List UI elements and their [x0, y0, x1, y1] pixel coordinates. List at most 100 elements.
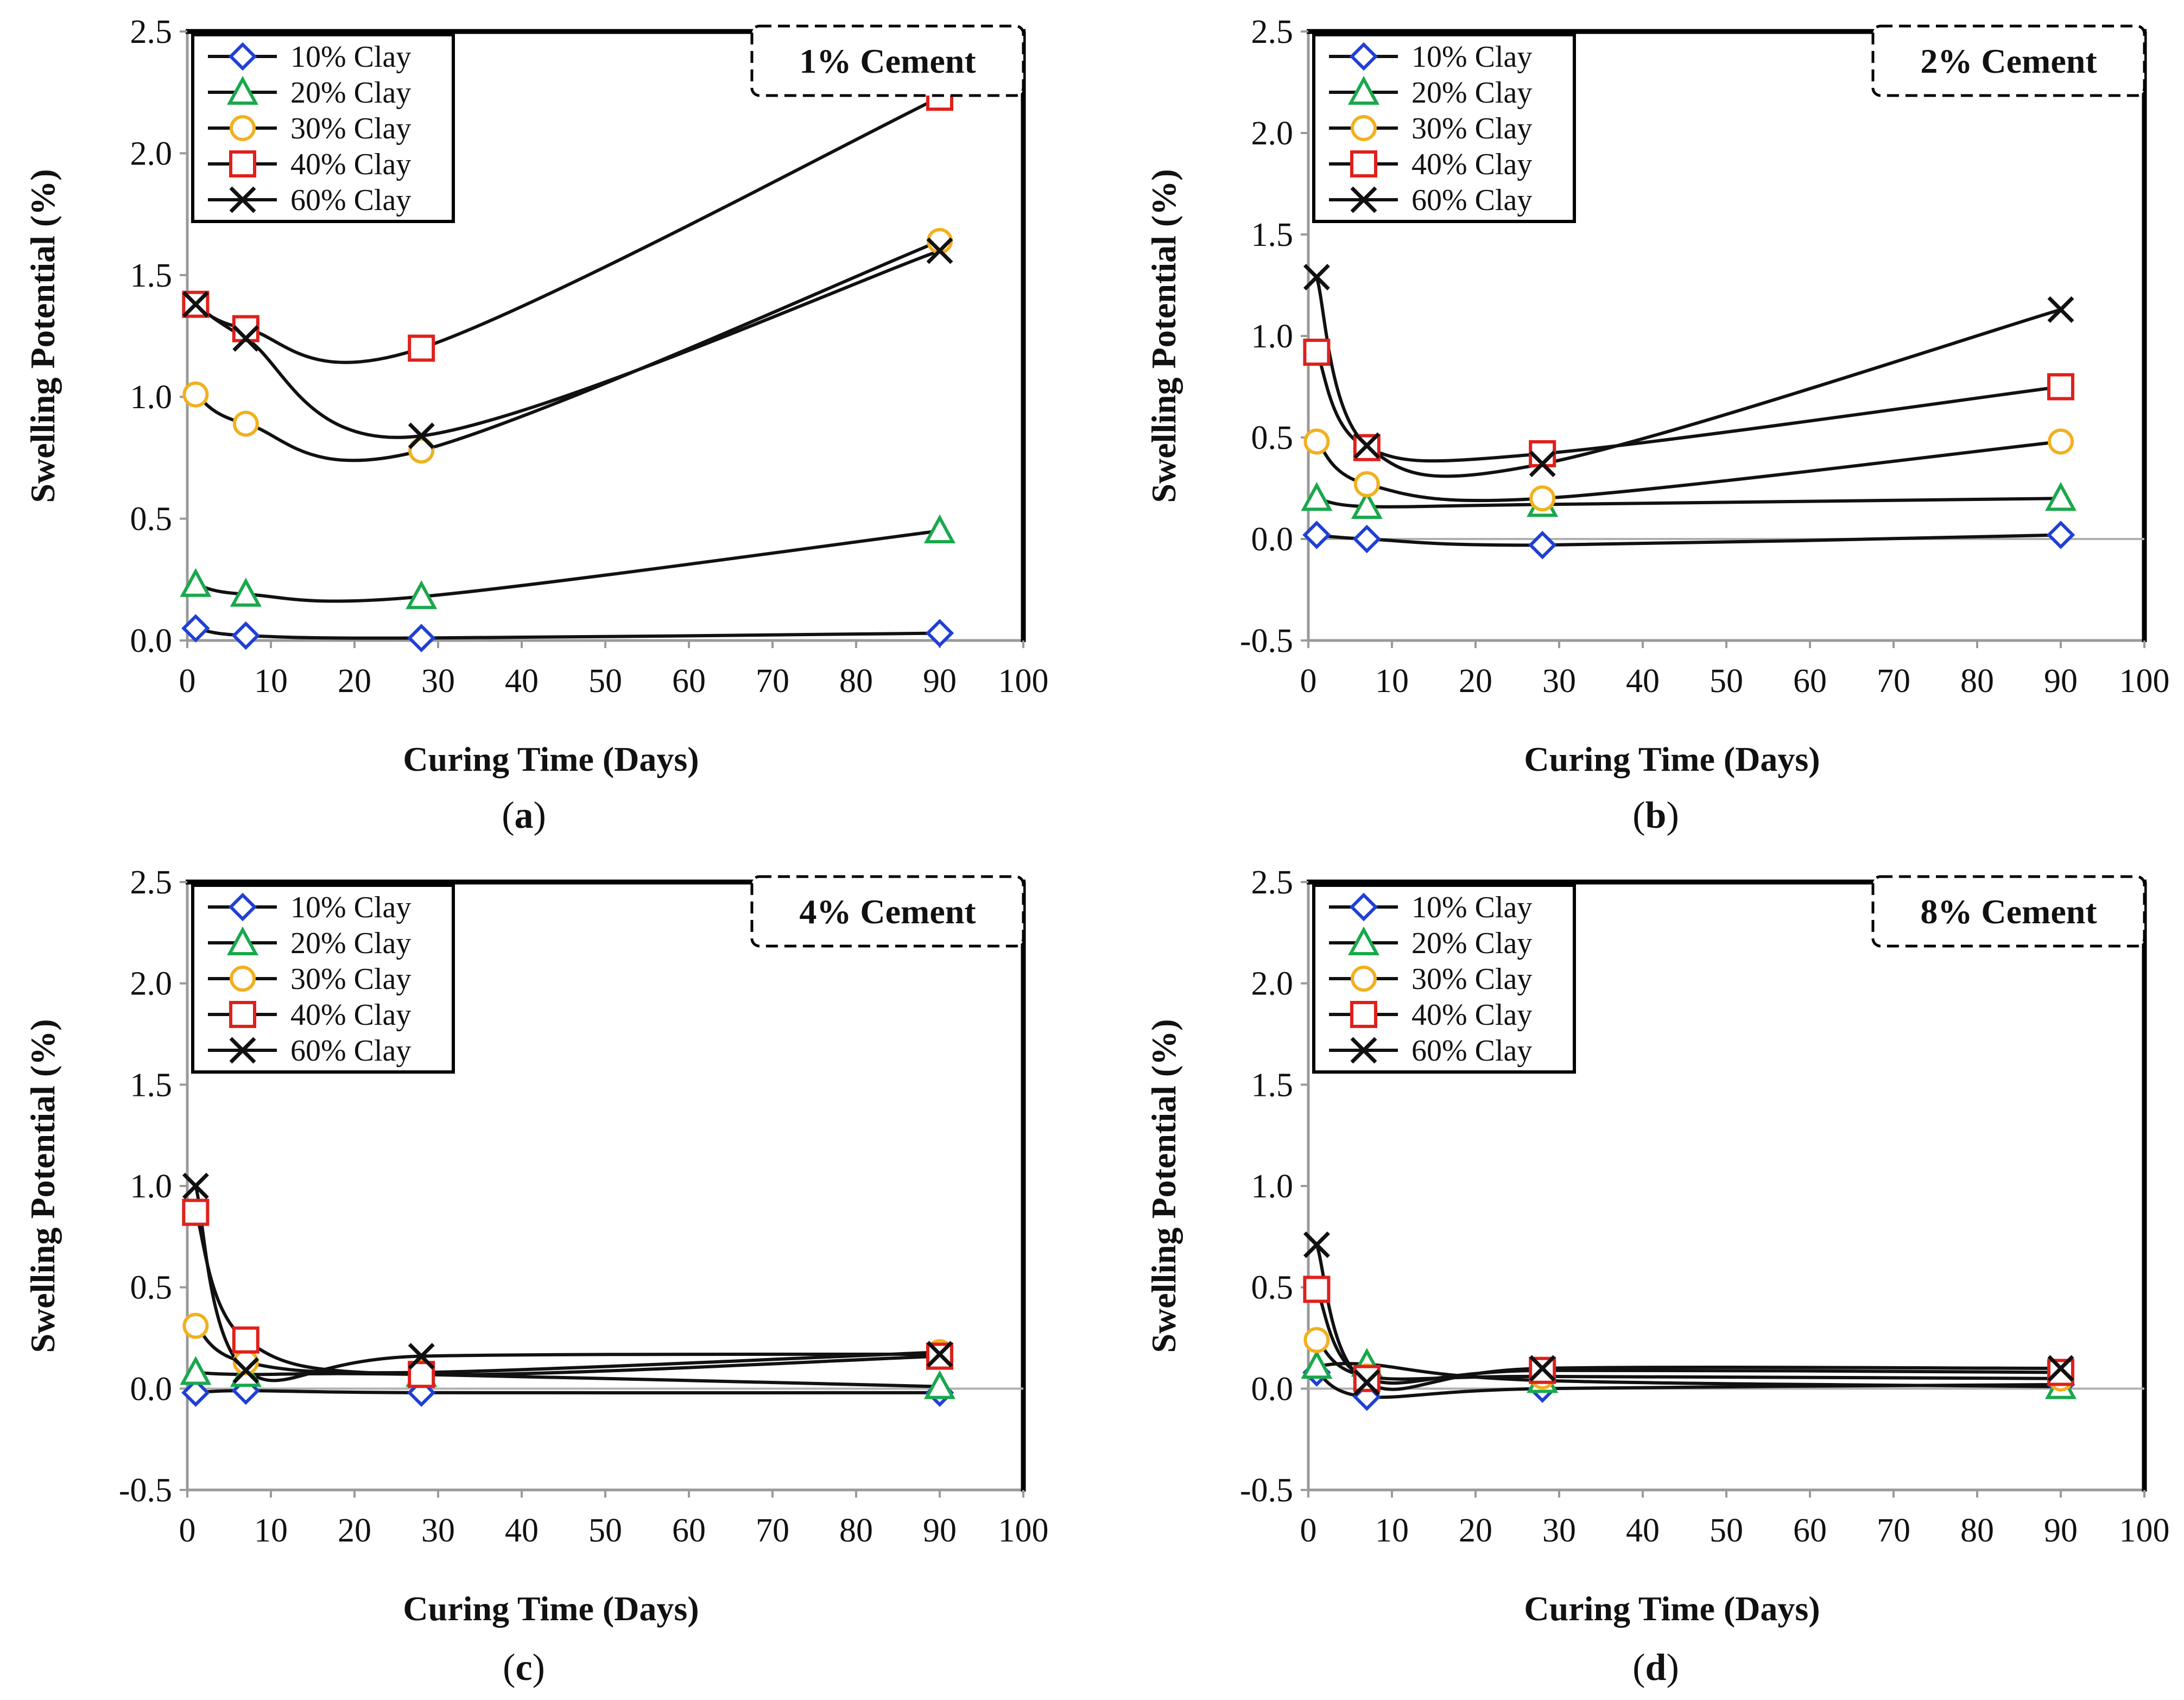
data-point [2048, 428, 2074, 455]
x-tick-label: 10 [254, 663, 288, 700]
x-tick-label: 10 [1375, 1512, 1409, 1549]
y-tick-label: 2.0 [130, 966, 173, 1003]
x-tick-label: 90 [2044, 1512, 2078, 1549]
y-tick-label: 1.5 [1251, 217, 1294, 253]
data-point [1528, 530, 1557, 560]
legend-label: 20% Clay [290, 76, 411, 110]
x-tick-label: 30 [1542, 1512, 1576, 1549]
y-tick-label: 2.5 [130, 864, 173, 901]
y-tick-label: 1.0 [130, 379, 173, 416]
panel-a: 0.0 0.5 1.0 1.5 2.0 2.5 0 10 20 30 40 50 60 70 80 90 100… [23, 14, 1049, 836]
data-point [1529, 451, 1556, 478]
legend-marker [1347, 75, 1380, 105]
data-point [1302, 521, 1331, 549]
data-point [925, 619, 954, 648]
legend-label: 10% Clay [1411, 891, 1532, 924]
x-tick-label: 20 [1459, 663, 1492, 700]
data-point [1303, 1327, 1330, 1353]
legend-marker [229, 1037, 256, 1064]
data-point [1353, 1365, 1381, 1392]
legend-label: 60% Clay [290, 1034, 411, 1068]
y-axis-title: Swelling Potential (%) [23, 169, 62, 503]
series-line [1315, 351, 2061, 463]
data-point [407, 624, 436, 652]
x-tick-label: 80 [1960, 1512, 1994, 1549]
x-tick-label: 40 [505, 663, 539, 700]
series-line [194, 1211, 940, 1377]
data-point [1352, 524, 1382, 554]
x-tick-label: 60 [672, 663, 706, 700]
y-tick-label: 1.5 [130, 1067, 173, 1103]
data-point [232, 1357, 259, 1384]
legend-label: 10% Clay [1411, 40, 1532, 74]
y-axis-title: Swelling Potential (%) [23, 1019, 62, 1353]
y-tick-label: 2.5 [1251, 864, 1294, 901]
data-point [2047, 373, 2074, 401]
y-tick-label: -0.5 [1240, 1472, 1293, 1509]
legend-label: 40% Clay [1411, 998, 1532, 1032]
legend-marker [229, 186, 256, 213]
x-tick-label: 100 [998, 1512, 1049, 1549]
legend-marker [228, 42, 257, 71]
x-tick-label: 90 [923, 1512, 957, 1549]
legend-marker [226, 75, 259, 105]
data-point [180, 1356, 212, 1385]
legend-label: 30% Clay [290, 962, 411, 996]
y-tick-label: 2.5 [130, 14, 173, 50]
series-line [1316, 497, 2061, 509]
data-point [182, 291, 209, 318]
legend-marker [1350, 150, 1377, 177]
data-point [1303, 428, 1330, 455]
data-point [1303, 338, 1331, 366]
data-point [1353, 1369, 1381, 1396]
panel-label: (d) [1632, 1647, 1679, 1689]
legend-label: 20% Clay [1411, 927, 1532, 960]
legend-label: 30% Clay [1411, 962, 1532, 996]
series-line [194, 249, 941, 439]
data-point [1301, 481, 1333, 511]
x-tick-label: 100 [998, 663, 1049, 700]
y-tick-label: -0.5 [1240, 623, 1293, 659]
legend-marker [226, 926, 259, 955]
series-line [195, 626, 940, 640]
data-point [408, 1343, 435, 1370]
panel-label: (a) [502, 795, 546, 836]
data-point [231, 621, 261, 650]
y-axis-title: Swelling Potential (%) [1144, 1019, 1183, 1353]
x-tick-label: 50 [588, 663, 622, 700]
x-tick-label: 0 [179, 663, 196, 700]
x-tick-label: 30 [1542, 663, 1576, 700]
x-tick-label: 60 [672, 1512, 706, 1549]
y-tick-label: 2.0 [1251, 966, 1294, 1003]
cement-tag-label: 1% Cement [799, 42, 976, 80]
x-tick-label: 100 [2119, 663, 2170, 700]
x-tick-label: 0 [1300, 1512, 1317, 1549]
data-point [182, 381, 209, 408]
legend-marker [1349, 42, 1378, 71]
x-tick-label: 10 [1375, 663, 1409, 700]
x-tick-label: 60 [1793, 1512, 1827, 1549]
panel-label: (c) [503, 1647, 545, 1689]
data-point [182, 1198, 210, 1226]
legend-label: 60% Clay [1411, 183, 1532, 217]
data-point [406, 580, 438, 610]
data-point [182, 1172, 209, 1200]
data-point [2046, 521, 2075, 549]
x-tick-label: 0 [179, 1512, 196, 1549]
legend-label: 20% Clay [1411, 76, 1532, 110]
legend-marker [1351, 966, 1377, 992]
data-point [408, 422, 435, 449]
data-point [2047, 1359, 2074, 1386]
y-tick-label: -0.5 [119, 1472, 172, 1509]
x-tick-label: 40 [1626, 1512, 1660, 1549]
x-tick-label: 70 [1877, 663, 1910, 700]
series-line [195, 1389, 940, 1395]
data-point [181, 614, 210, 643]
legend-marker [1351, 115, 1377, 141]
series-line [1315, 276, 2061, 478]
data-point [1303, 264, 1330, 291]
data-point [232, 410, 259, 437]
y-tick-label: 0.0 [1251, 1371, 1294, 1407]
y-tick-label: 2.5 [1251, 14, 1294, 50]
